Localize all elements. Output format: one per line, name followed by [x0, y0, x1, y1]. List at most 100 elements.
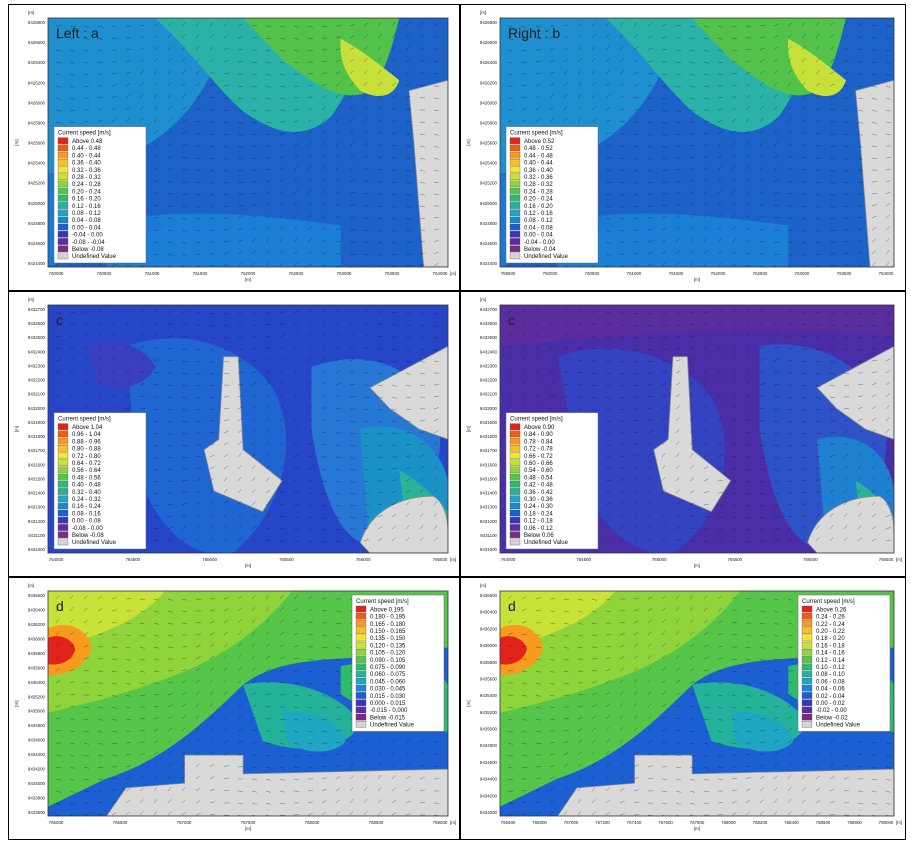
vector-arrow	[167, 106, 172, 111]
vector-arrow	[787, 335, 793, 338]
vector-arrow	[857, 441, 862, 446]
y-tick-label: 9432000	[28, 406, 46, 411]
legend-swatch	[57, 195, 69, 202]
vector-arrow	[703, 802, 709, 804]
vector-arrow	[703, 250, 708, 255]
vector-arrow	[577, 70, 582, 75]
vector-arrow	[55, 606, 60, 612]
vector-arrow	[521, 742, 527, 745]
vector-arrow	[321, 264, 327, 267]
vector-arrow	[405, 324, 411, 327]
vector-arrow	[293, 742, 299, 745]
vector-arrow	[83, 766, 89, 769]
vector-arrow	[195, 396, 201, 399]
vector-arrow	[605, 432, 611, 435]
y-tick-label: 9432100	[480, 392, 498, 397]
vector-arrow	[405, 108, 411, 111]
vector-arrow	[507, 37, 513, 40]
vector-arrow	[153, 646, 159, 649]
vector-arrow	[731, 418, 737, 422]
vector-arrow	[153, 705, 159, 708]
vector-arrow	[97, 633, 103, 636]
vector-arrow	[717, 429, 723, 434]
vector-arrow	[363, 180, 369, 183]
vector-arrow	[251, 464, 256, 470]
vector-arrow	[787, 716, 793, 720]
vector-arrow	[69, 668, 75, 672]
vector-arrow	[195, 217, 201, 220]
vector-arrow	[433, 488, 438, 494]
vector-arrow	[69, 631, 74, 636]
vector-arrow	[111, 682, 117, 685]
vector-arrow	[223, 47, 229, 51]
vector-arrow	[549, 369, 555, 374]
vector-arrow	[731, 344, 736, 350]
legend-swatch	[57, 481, 69, 488]
vector-arrow	[377, 420, 383, 423]
vector-arrow	[773, 346, 779, 350]
y-tick-label: 9434000	[480, 810, 498, 815]
vector-arrow	[857, 324, 863, 327]
vector-arrow	[661, 513, 666, 518]
vector-arrow	[619, 656, 625, 660]
vector-arrow	[293, 620, 299, 624]
vector-arrow	[689, 226, 694, 231]
speed-contour-region	[87, 342, 156, 388]
vector-arrow	[675, 192, 681, 195]
vector-arrow	[195, 120, 201, 123]
vector-arrow	[265, 121, 271, 124]
vector-arrow	[125, 382, 131, 386]
vector-arrow	[265, 502, 271, 506]
vector-arrow	[745, 799, 751, 804]
vector-arrow	[251, 717, 257, 720]
vector-arrow	[181, 480, 187, 482]
vector-arrow	[731, 332, 736, 338]
vector-arrow	[377, 22, 382, 27]
vector-arrow	[815, 120, 821, 123]
vector-arrow	[209, 360, 215, 363]
vector-arrow	[549, 320, 554, 326]
vector-arrow	[521, 263, 527, 267]
vector-arrow	[69, 766, 75, 769]
vector-arrow	[167, 310, 173, 314]
vector-arrow	[209, 727, 214, 732]
y-tick-label: 9424800	[480, 221, 498, 226]
vector-arrow	[195, 738, 200, 744]
vector-arrow	[633, 789, 639, 792]
vector-arrow	[335, 468, 341, 471]
y-tick-label: 9432400	[28, 349, 46, 354]
legend-swatch	[801, 656, 813, 663]
vector-arrow	[209, 513, 214, 518]
vector-arrow	[591, 310, 597, 314]
y-tick-label: 9432600	[480, 321, 498, 326]
plot-area	[48, 305, 448, 553]
vector-arrow	[209, 536, 214, 542]
legend-entry: 0.36 - 0.40	[72, 161, 101, 167]
legend-swatch	[801, 613, 813, 620]
vector-arrow	[885, 489, 891, 494]
vector-arrow	[335, 787, 341, 792]
vector-arrow	[731, 789, 737, 792]
legend-swatch	[57, 173, 69, 180]
vector-arrow	[321, 142, 326, 147]
vector-arrow	[97, 802, 103, 804]
vector-arrow	[349, 787, 354, 792]
vector-arrow	[731, 682, 737, 685]
vector-arrow	[731, 251, 737, 255]
legend-swatch	[801, 685, 813, 692]
vector-arrow	[717, 633, 723, 636]
vector-arrow	[223, 35, 229, 39]
vector-arrow	[605, 812, 611, 816]
vector-arrow	[717, 25, 723, 28]
vector-arrow	[815, 456, 821, 458]
vector-arrow	[689, 778, 695, 781]
vector-arrow	[181, 598, 187, 601]
vector-arrow	[703, 237, 708, 243]
vector-arrow	[745, 332, 750, 338]
vector-arrow	[153, 23, 159, 27]
vector-arrow	[773, 810, 778, 816]
vector-arrow	[773, 717, 779, 720]
vector-arrow	[745, 345, 750, 350]
vector-arrow	[717, 108, 723, 111]
vector-arrow	[843, 524, 848, 530]
